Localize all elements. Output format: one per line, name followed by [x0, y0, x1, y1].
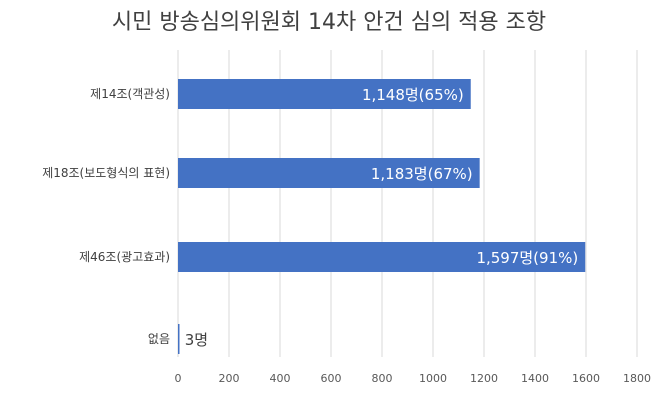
- bar: [178, 158, 480, 188]
- data-label: 1,148명(65%): [362, 86, 464, 104]
- x-tick-label: 400: [270, 372, 291, 385]
- bar: [178, 242, 586, 272]
- x-tick-label: 1000: [419, 372, 447, 385]
- x-tick-label: 200: [219, 372, 240, 385]
- x-tick-label: 1200: [470, 372, 498, 385]
- x-tick-label: 1800: [623, 372, 651, 385]
- category-label: 없음: [148, 332, 170, 346]
- x-tick-label: 1600: [572, 372, 600, 385]
- x-tick-label: 800: [372, 372, 393, 385]
- chart-title: 시민 방송심의위원회 14차 안건 심의 적용 조항: [111, 10, 547, 35]
- category-label: 제18조(보도형식의 표현): [42, 166, 170, 180]
- bar: [178, 79, 471, 109]
- data-label: 1,597명(91%): [476, 249, 578, 267]
- data-label: 1,183명(67%): [371, 165, 473, 183]
- bar: [178, 324, 180, 354]
- x-tick-label: 1400: [521, 372, 549, 385]
- data-label: 3명: [185, 331, 208, 349]
- category-label: 제14조(객관성): [90, 87, 170, 101]
- category-label: 제46조(광고효과): [79, 250, 170, 264]
- x-tick-label: 600: [321, 372, 342, 385]
- x-tick-label: 0: [175, 372, 182, 385]
